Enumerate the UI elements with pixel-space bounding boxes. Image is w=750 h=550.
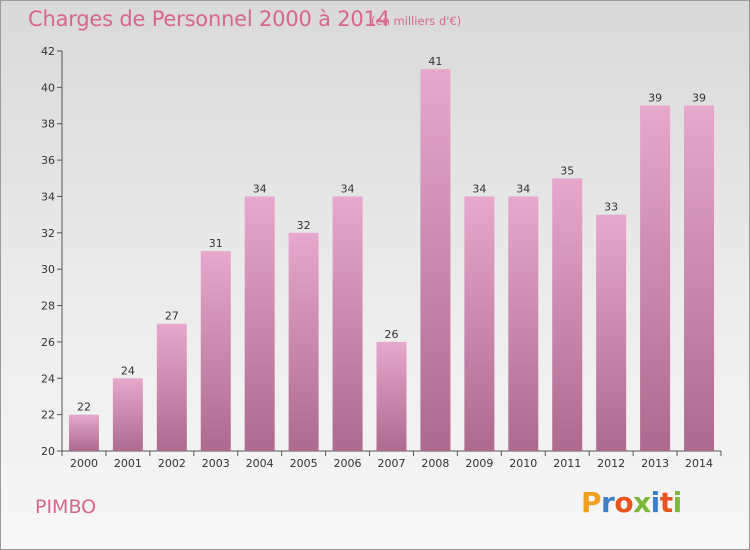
x-tick-label-2007: 2007	[378, 457, 406, 470]
y-tick-label: 20	[41, 445, 55, 458]
x-tick-label-2012: 2012	[597, 457, 625, 470]
data-label-2004: 34	[253, 182, 267, 195]
x-tick-label-2009: 2009	[465, 457, 493, 470]
y-tick-label: 22	[41, 409, 55, 422]
y-tick-label: 36	[41, 154, 55, 167]
data-label-2008: 41	[428, 55, 442, 68]
x-tick-label-2001: 2001	[114, 457, 142, 470]
x-tick-label-2004: 2004	[246, 457, 274, 470]
proxiti-logo: Proxiti	[581, 486, 682, 519]
bar-2002	[156, 323, 187, 451]
axes: 20 22 24 26 28 30 32 34 36 38 40 42	[41, 45, 722, 458]
y-tick-label: 42	[41, 45, 55, 58]
y-tick-label: 34	[41, 190, 55, 203]
bars-group	[68, 69, 715, 452]
data-label-2012: 33	[604, 201, 618, 214]
bar-2009	[464, 196, 495, 451]
data-label-2005: 32	[297, 219, 311, 232]
bar-2012	[596, 214, 627, 451]
bar-2011	[552, 178, 583, 452]
bar-2005	[288, 232, 319, 451]
bar-2003	[200, 251, 231, 451]
bar-2000	[68, 414, 99, 451]
bar-2010	[508, 196, 539, 451]
x-tick-label-2006: 2006	[334, 457, 362, 470]
x-tick-label-2014: 2014	[685, 457, 713, 470]
logo-letter: r	[601, 486, 615, 519]
bar-2013	[640, 105, 671, 451]
bar-2004	[244, 196, 275, 451]
data-label-2010: 34	[516, 182, 530, 195]
x-tick-label-2003: 2003	[202, 457, 230, 470]
bar-2014	[684, 105, 715, 451]
logo-letter: i	[672, 486, 683, 519]
logo-letter: t	[659, 486, 673, 519]
y-tick-label: 26	[41, 336, 55, 349]
data-label-2014: 39	[692, 92, 706, 105]
data-label-2003: 31	[209, 237, 223, 250]
data-label-2002: 27	[165, 310, 179, 323]
labels-group: 22 2000 24 2001 27 2002 31 2003 34 2004 32 2005 34 20…	[70, 55, 713, 470]
x-tick-label-2000: 2000	[70, 457, 98, 470]
data-label-2006: 34	[341, 182, 355, 195]
data-label-2001: 24	[121, 364, 135, 377]
data-label-2011: 35	[560, 164, 574, 177]
bar-2006	[332, 196, 363, 451]
bar-2007	[376, 341, 407, 451]
x-tick-label-2010: 2010	[509, 457, 537, 470]
y-tick-label: 28	[41, 300, 55, 313]
y-tick-label: 38	[41, 118, 55, 131]
chart-subtitle: (en milliers d'€)	[371, 14, 462, 28]
x-tick-label-2002: 2002	[158, 457, 186, 470]
y-tick-label: 30	[41, 263, 55, 276]
logo-letter: o	[614, 486, 634, 519]
data-label-2007: 26	[385, 328, 399, 341]
logo-letter: i	[650, 486, 661, 519]
x-tick-label-2005: 2005	[290, 457, 318, 470]
commune-name: PIMBO	[35, 496, 97, 518]
bar-2008	[420, 69, 451, 451]
bar-2001	[112, 378, 143, 451]
y-tick-label: 40	[41, 81, 55, 94]
logo-letter: P	[581, 486, 602, 519]
data-label-2013: 39	[648, 92, 662, 105]
y-tick-label: 32	[41, 227, 55, 240]
logo-letter: x	[633, 486, 651, 519]
chart-title: Charges de Personnel 2000 à 2014	[28, 7, 390, 31]
data-label-2009: 34	[472, 182, 486, 195]
y-tick-label: 24	[41, 372, 55, 385]
x-tick-label-2008: 2008	[421, 457, 449, 470]
x-tick-label-2013: 2013	[641, 457, 669, 470]
data-label-2000: 22	[77, 401, 91, 414]
x-tick-label-2011: 2011	[553, 457, 581, 470]
